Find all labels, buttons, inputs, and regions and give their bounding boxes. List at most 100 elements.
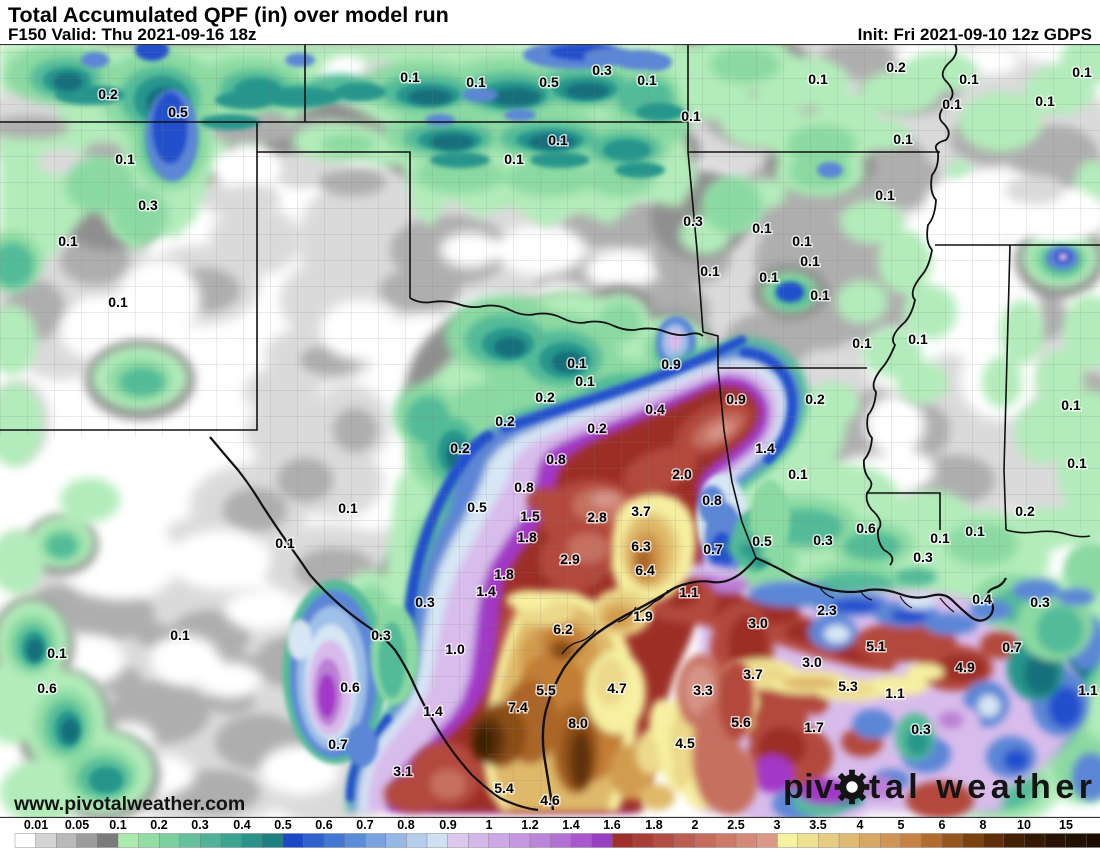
svg-text:6.2: 6.2 — [553, 621, 573, 637]
svg-text:0.1: 0.1 — [852, 335, 872, 351]
svg-text:0.1: 0.1 — [575, 373, 595, 389]
svg-text:0.3: 0.3 — [592, 62, 612, 78]
svg-text:0.2: 0.2 — [495, 413, 515, 429]
svg-text:5.6: 5.6 — [731, 714, 751, 730]
svg-text:0.1: 0.1 — [875, 187, 895, 203]
svg-text:1.0: 1.0 — [445, 641, 465, 657]
svg-text:0.2: 0.2 — [150, 818, 167, 832]
svg-text:2.3: 2.3 — [817, 602, 837, 618]
svg-text:1.4: 1.4 — [476, 583, 496, 599]
svg-text:0.6: 0.6 — [37, 680, 57, 696]
svg-text:0.1: 0.1 — [109, 818, 126, 832]
svg-text:0.1: 0.1 — [810, 287, 830, 303]
svg-text:5.3: 5.3 — [838, 678, 858, 694]
svg-text:0.1: 0.1 — [700, 263, 720, 279]
svg-text:0.7: 0.7 — [356, 818, 373, 832]
svg-text:0.6: 0.6 — [315, 818, 332, 832]
svg-text:3.5: 3.5 — [809, 818, 826, 832]
svg-text:0.1: 0.1 — [47, 645, 67, 661]
svg-text:3.7: 3.7 — [743, 666, 763, 682]
svg-text:0.4: 0.4 — [972, 591, 992, 607]
svg-text:0.1: 0.1 — [792, 233, 812, 249]
svg-text:4: 4 — [857, 818, 864, 832]
svg-text:1.1: 1.1 — [885, 685, 905, 701]
svg-text:0.1: 0.1 — [548, 132, 568, 148]
svg-text:1.4: 1.4 — [562, 818, 579, 832]
svg-text:1.9: 1.9 — [633, 608, 653, 624]
svg-text:0.3: 0.3 — [683, 213, 703, 229]
svg-text:piv: piv — [783, 768, 833, 806]
svg-text:0.5: 0.5 — [467, 499, 487, 515]
svg-text:6: 6 — [939, 818, 946, 832]
svg-text:0.1: 0.1 — [275, 535, 295, 551]
svg-text:0.1: 0.1 — [1067, 455, 1087, 471]
svg-text:0.2: 0.2 — [587, 420, 607, 436]
svg-text:0.1: 0.1 — [965, 523, 985, 539]
svg-text:1.1: 1.1 — [1078, 682, 1098, 698]
svg-text:0.01: 0.01 — [24, 818, 48, 832]
svg-text:0.7: 0.7 — [328, 736, 348, 752]
svg-text:0.3: 0.3 — [415, 594, 435, 610]
svg-text:0.5: 0.5 — [274, 818, 291, 832]
svg-text:3.0: 3.0 — [802, 654, 822, 670]
svg-text:Total Accumulated QPF (in) ove: Total Accumulated QPF (in) over model ru… — [8, 3, 449, 27]
svg-text:1.7: 1.7 — [804, 719, 824, 735]
svg-text:0.5: 0.5 — [752, 533, 772, 549]
svg-text:1.4: 1.4 — [755, 440, 775, 456]
svg-text:0.1: 0.1 — [788, 466, 808, 482]
svg-text:0.7: 0.7 — [703, 541, 723, 557]
svg-text:0.1: 0.1 — [893, 131, 913, 147]
svg-text:0.3: 0.3 — [913, 549, 933, 565]
svg-text:1.8: 1.8 — [494, 566, 514, 582]
svg-text:1.6: 1.6 — [603, 818, 620, 832]
svg-text:0.1: 0.1 — [567, 355, 587, 371]
svg-text:0.8: 0.8 — [702, 492, 722, 508]
svg-text:6.3: 6.3 — [631, 538, 651, 554]
svg-text:8: 8 — [980, 818, 987, 832]
svg-text:0.1: 0.1 — [759, 269, 779, 285]
svg-text:0.2: 0.2 — [98, 86, 118, 102]
svg-text:1.2: 1.2 — [521, 818, 538, 832]
svg-text:F150 Valid: Thu 2021-09-16 18z: F150 Valid: Thu 2021-09-16 18z — [8, 25, 257, 44]
svg-text:3.3: 3.3 — [693, 682, 713, 698]
svg-text:0.1: 0.1 — [400, 69, 420, 85]
svg-text:4.7: 4.7 — [607, 680, 627, 696]
svg-text:2.0: 2.0 — [672, 466, 692, 482]
svg-text:0.3: 0.3 — [191, 818, 208, 832]
svg-text:0.3: 0.3 — [911, 721, 931, 737]
svg-text:2.5: 2.5 — [727, 818, 744, 832]
svg-text:6.4: 6.4 — [635, 562, 655, 578]
svg-text:8.0: 8.0 — [568, 715, 588, 731]
svg-text:0.1: 0.1 — [800, 253, 820, 269]
svg-text:0.8: 0.8 — [514, 479, 534, 495]
svg-text:0.8: 0.8 — [397, 818, 414, 832]
svg-text:5.5: 5.5 — [536, 682, 556, 698]
svg-text:0.1: 0.1 — [959, 71, 979, 87]
svg-text:0.1: 0.1 — [681, 108, 701, 124]
svg-text:3.7: 3.7 — [631, 503, 651, 519]
svg-text:Init: Fri 2021-09-10 12z GDPS: Init: Fri 2021-09-10 12z GDPS — [858, 25, 1092, 44]
svg-text:0.6: 0.6 — [340, 679, 360, 695]
svg-text:tal weather: tal weather — [869, 768, 1092, 806]
svg-text:0.9: 0.9 — [726, 391, 746, 407]
svg-text:4.5: 4.5 — [675, 735, 695, 751]
svg-text:0.9: 0.9 — [439, 818, 456, 832]
svg-text:2.8: 2.8 — [587, 509, 607, 525]
svg-text:5.1: 5.1 — [866, 638, 886, 654]
svg-text:4.9: 4.9 — [955, 659, 975, 675]
svg-text:0.3: 0.3 — [1030, 594, 1050, 610]
svg-text:0.6: 0.6 — [856, 520, 876, 536]
svg-text:3: 3 — [774, 818, 781, 832]
svg-text:5: 5 — [898, 818, 905, 832]
svg-text:0.1: 0.1 — [58, 233, 78, 249]
svg-text:0.2: 0.2 — [535, 389, 555, 405]
svg-text:0.1: 0.1 — [637, 72, 657, 88]
svg-text:0.3: 0.3 — [138, 197, 158, 213]
svg-text:0.5: 0.5 — [168, 104, 188, 120]
svg-text:0.05: 0.05 — [65, 818, 89, 832]
svg-text:1.5: 1.5 — [520, 508, 540, 524]
svg-text:0.1: 0.1 — [1072, 64, 1092, 80]
svg-text:0.2: 0.2 — [886, 59, 906, 75]
svg-text:0.1: 0.1 — [908, 331, 928, 347]
svg-text:2.9: 2.9 — [560, 551, 580, 567]
